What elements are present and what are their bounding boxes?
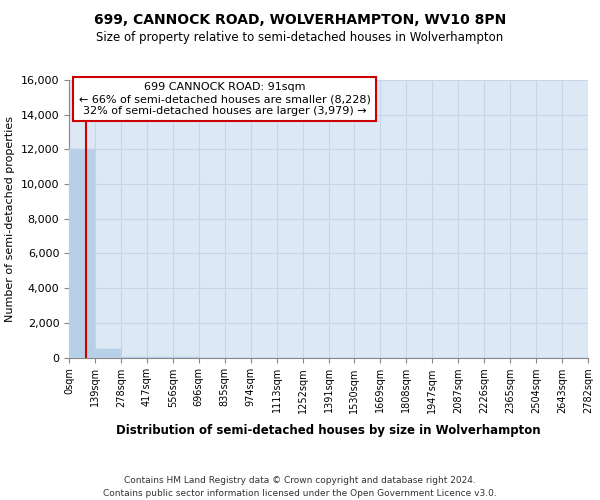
Bar [95, 349, 121, 358]
Text: Contains HM Land Registry data © Crown copyright and database right 2024.: Contains HM Land Registry data © Crown c… [124, 476, 476, 485]
Text: Size of property relative to semi-detached houses in Wolverhampton: Size of property relative to semi-detach… [97, 31, 503, 44]
Bar [69, 148, 95, 358]
Text: 699, CANNOCK ROAD, WOLVERHAMPTON, WV10 8PN: 699, CANNOCK ROAD, WOLVERHAMPTON, WV10 8… [94, 12, 506, 26]
Text: 699 CANNOCK ROAD: 91sqm
← 66% of semi-detached houses are smaller (8,228)
32% of: 699 CANNOCK ROAD: 91sqm ← 66% of semi-de… [79, 82, 371, 116]
Text: Contains public sector information licensed under the Open Government Licence v3: Contains public sector information licen… [103, 489, 497, 498]
X-axis label: Distribution of semi-detached houses by size in Wolverhampton: Distribution of semi-detached houses by … [116, 424, 541, 437]
Y-axis label: Number of semi-detached properties: Number of semi-detached properties [5, 116, 15, 322]
